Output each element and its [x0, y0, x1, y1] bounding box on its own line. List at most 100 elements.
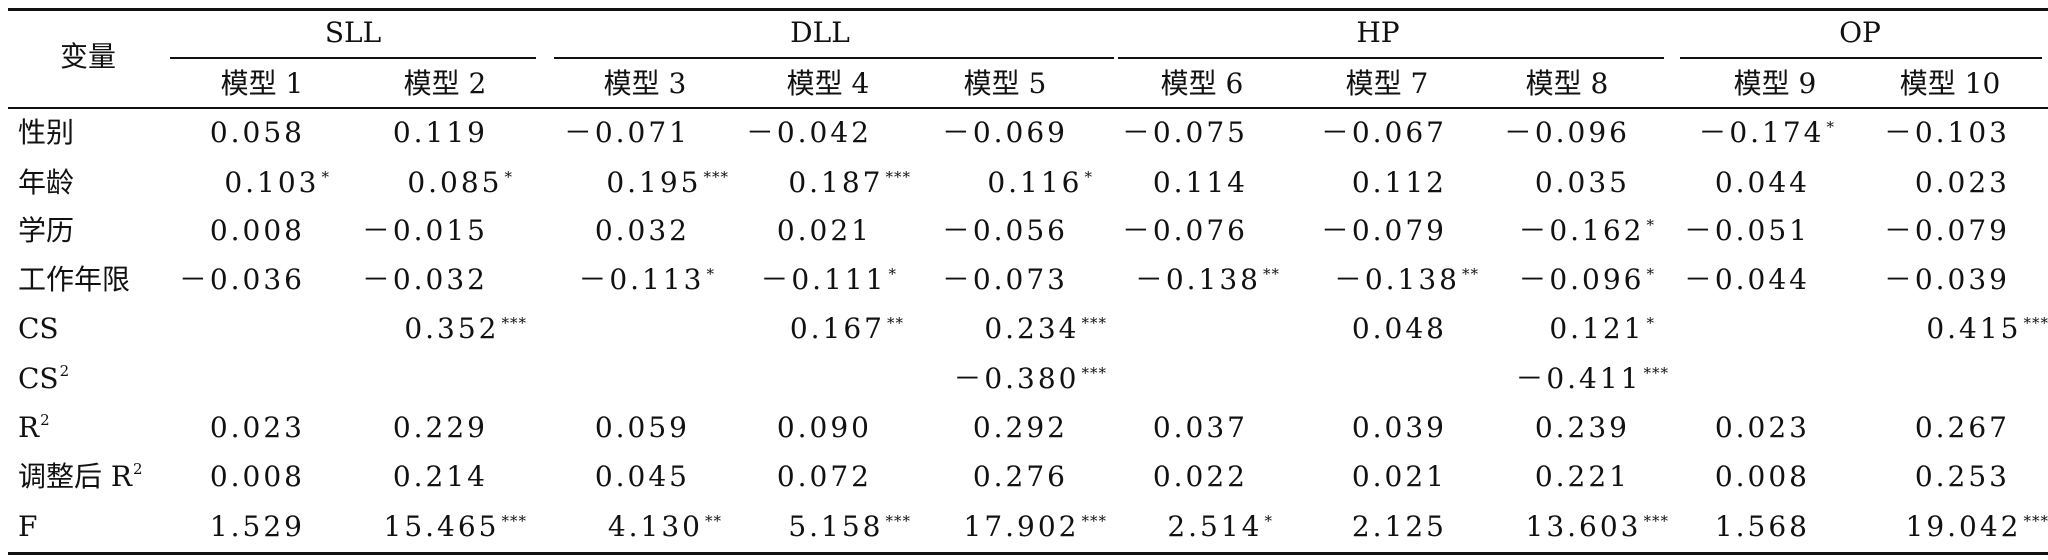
cell-value: 0.035	[1534, 166, 1630, 199]
model-header: 模型 7	[1345, 67, 1429, 100]
table-cell: －0.162 *	[1518, 214, 1655, 252]
cell-value: －0.056	[941, 214, 1068, 247]
cell-value: 0.195	[606, 166, 702, 199]
table-cell: 0.008	[210, 214, 305, 248]
cell-value: 0.116	[987, 166, 1083, 199]
cell-value: －0.111	[760, 263, 887, 296]
table-cell: 0.187 ***	[788, 166, 911, 204]
cell-value: －0.138	[1134, 263, 1261, 296]
row-label: R2	[18, 411, 50, 449]
row-label-superscript: 2	[59, 362, 70, 380]
significance-stars: *	[1826, 118, 1835, 136]
table-cell: 0.037	[1153, 411, 1248, 445]
cell-value: －0.174	[1698, 116, 1825, 149]
table-cell: 0.229	[393, 411, 488, 445]
table-cell: 0.090	[777, 411, 872, 445]
table-cell: 0.221	[1535, 460, 1630, 494]
row-label: 工作年限	[18, 263, 130, 297]
table-cell: －0.044	[1684, 263, 1810, 297]
table-cell: －0.096	[1504, 116, 1630, 150]
significance-stars: ***	[885, 512, 911, 530]
table-cell: 0.022	[1153, 460, 1248, 494]
cell-value: 0.121	[1549, 312, 1645, 345]
cell-value: 1.529	[209, 510, 305, 543]
row-label: 学历	[18, 214, 74, 248]
header-rule	[8, 107, 2048, 109]
cell-value: 19.042	[1905, 510, 2022, 543]
cell-value: －0.096	[1518, 263, 1645, 296]
cell-value: －0.042	[745, 116, 872, 149]
table-cell: 0.114	[1153, 166, 1248, 200]
cell-value: －0.162	[1518, 214, 1645, 247]
table-cell: 17.902 ***	[964, 510, 1107, 548]
group-rule-sll	[170, 57, 536, 59]
row-label: 调整后 R2	[18, 460, 143, 498]
cell-value: －0.076	[1121, 214, 1248, 247]
significance-stars: *	[1264, 512, 1273, 530]
table-cell: 0.058	[210, 116, 305, 150]
model-header: 模型 5	[963, 67, 1047, 100]
table-cell: 0.276	[973, 460, 1068, 494]
group-header-sll: SLL	[324, 16, 382, 49]
significance-stars: *	[888, 265, 897, 283]
table-cell: 0.415 ***	[1926, 312, 2048, 350]
model-header: 模型 10	[1899, 67, 2001, 100]
cell-value: －0.073	[941, 263, 1068, 296]
cell-value: －0.015	[361, 214, 488, 247]
table-cell: 0.116 *	[987, 166, 1093, 204]
row-label: 性别	[18, 116, 74, 150]
row-label-text: F	[18, 510, 38, 543]
significance-stars: *	[1646, 314, 1655, 332]
table-cell: －0.051	[1684, 214, 1810, 248]
group-rule-hp	[1118, 57, 1664, 59]
table-cell: 0.032	[595, 214, 690, 248]
significance-stars: ***	[1081, 364, 1107, 382]
cell-value: －0.039	[1883, 263, 2010, 296]
cell-value: －0.044	[1683, 263, 1810, 296]
cell-value: 0.023	[1714, 411, 1810, 444]
significance-stars: ***	[1643, 512, 1669, 530]
cell-value: －0.411	[1515, 362, 1642, 395]
table-cell: 0.112	[1352, 166, 1447, 200]
significance-stars: *	[1646, 216, 1655, 234]
cell-value: －0.096	[1503, 116, 1630, 149]
cell-value: 15.465	[383, 510, 500, 543]
top-rule	[8, 8, 2048, 11]
model-header: 模型 1	[220, 67, 304, 100]
bottom-rule	[8, 552, 2048, 555]
table-cell: －0.032	[362, 263, 488, 297]
row-label: F	[18, 510, 37, 544]
group-rule-dll	[554, 57, 1114, 59]
significance-stars: ***	[501, 512, 527, 530]
cell-value: －0.138	[1333, 263, 1460, 296]
row-label-text: 性别	[18, 116, 75, 149]
cell-value: －0.103	[1883, 116, 2010, 149]
model-header: 模型 4	[786, 67, 870, 100]
table-cell: 0.023	[1915, 166, 2010, 200]
table-cell: 0.239	[1535, 411, 1630, 445]
cell-value: 17.902	[963, 510, 1080, 543]
cell-value: 0.021	[776, 214, 872, 247]
table-cell: －0.056	[942, 214, 1068, 248]
cell-value: －0.036	[178, 263, 305, 296]
cell-value: 0.058	[209, 116, 305, 149]
table-cell: －0.042	[746, 116, 872, 150]
cell-value: 0.229	[392, 411, 488, 444]
table-cell: 0.048	[1352, 312, 1447, 346]
table-cell: －0.138 **	[1334, 263, 1479, 301]
row-label-text: CS	[18, 312, 59, 345]
cell-value: 0.023	[209, 411, 305, 444]
row-label-superscript: 2	[40, 411, 50, 429]
table-cell: －0.069	[942, 116, 1068, 150]
significance-stars: ***	[2023, 314, 2048, 332]
cell-value: －0.051	[1683, 214, 1810, 247]
cell-value: 0.415	[1926, 312, 2022, 345]
table-cell: 0.021	[1352, 460, 1447, 494]
significance-stars: ***	[2023, 512, 2048, 530]
cell-value: 0.085	[407, 166, 503, 199]
table-cell: 0.035	[1535, 166, 1630, 200]
cell-value: －0.075	[1121, 116, 1248, 149]
cell-value: 2.514	[1167, 510, 1263, 543]
cell-value: 0.114	[1152, 166, 1248, 199]
cell-value: 0.234	[984, 312, 1080, 345]
